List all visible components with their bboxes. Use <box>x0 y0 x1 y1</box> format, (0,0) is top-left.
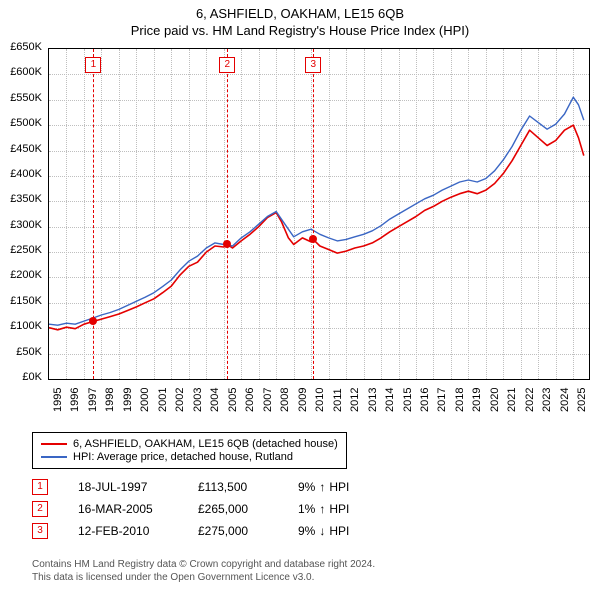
sale-marker-dot <box>223 240 231 248</box>
legend-row-property: 6, ASHFIELD, OAKHAM, LE15 6QB (detached … <box>41 438 338 450</box>
title-subtitle: Price paid vs. HM Land Registry's House … <box>0 23 600 40</box>
legend-label-hpi: HPI: Average price, detached house, Rutl… <box>73 451 293 463</box>
x-axis-label: 2020 <box>489 388 501 412</box>
sale-row-badge: 2 <box>32 501 48 517</box>
series-hpi <box>49 97 584 325</box>
title-address: 6, ASHFIELD, OAKHAM, LE15 6QB <box>0 6 600 23</box>
x-axis-label: 2013 <box>367 388 379 412</box>
sale-row-pct: 9% <box>298 480 315 494</box>
sale-row-vs: HPI <box>329 480 349 494</box>
chart-area: 1 2 3 £0K £50K £100K £150K £200K £250K £300K £350K… <box>0 42 600 430</box>
y-axis-label: £450K <box>0 143 42 155</box>
x-axis-label: 1999 <box>122 388 134 412</box>
sale-row-price: £275,000 <box>198 524 298 538</box>
sale-row-badge: 1 <box>32 479 48 495</box>
sale-marker-dot <box>89 317 97 325</box>
x-axis-label: 2011 <box>332 388 344 412</box>
arrow-icon: ↓ <box>319 524 325 538</box>
x-axis-label: 2007 <box>262 388 274 412</box>
y-axis-label: £350K <box>0 193 42 205</box>
x-axis-label: 2019 <box>471 388 483 412</box>
chart-container: { "title_address": "6, ASHFIELD, OAKHAM,… <box>0 0 600 590</box>
series-property <box>49 125 584 330</box>
legend-swatch-property <box>41 443 67 445</box>
legend-label-property: 6, ASHFIELD, OAKHAM, LE15 6QB (detached … <box>73 438 338 450</box>
line-series-svg <box>49 49 589 379</box>
x-axis-label: 2003 <box>192 388 204 412</box>
legend-row-hpi: HPI: Average price, detached house, Rutl… <box>41 451 338 463</box>
sale-marker-badge: 3 <box>305 57 321 73</box>
arrow-icon: ↑ <box>319 502 325 516</box>
sale-marker-badge: 2 <box>219 57 235 73</box>
x-axis-label: 2016 <box>419 388 431 412</box>
x-axis-label: 2008 <box>279 388 291 412</box>
sale-row-date: 18-JUL-1997 <box>78 480 198 494</box>
x-axis-label: 2024 <box>559 388 571 412</box>
titles: 6, ASHFIELD, OAKHAM, LE15 6QB Price paid… <box>0 0 600 40</box>
x-axis-label: 1998 <box>104 388 116 412</box>
y-axis-label: £200K <box>0 269 42 281</box>
x-axis-label: 2023 <box>541 388 553 412</box>
footer-attribution: Contains HM Land Registry data © Crown c… <box>32 559 375 584</box>
y-axis-label: £550K <box>0 92 42 104</box>
y-axis-label: £500K <box>0 117 42 129</box>
y-axis-label: £400K <box>0 168 42 180</box>
x-axis-label: 2012 <box>349 388 361 412</box>
sale-row-diff: 9% ↑ HPI <box>298 480 388 494</box>
sale-row-date: 12-FEB-2010 <box>78 524 198 538</box>
sale-marker-line <box>93 49 94 379</box>
sale-row: 1 18-JUL-1997£113,5009% ↑ HPI <box>32 476 388 498</box>
sale-row-badge: 3 <box>32 523 48 539</box>
sale-marker-line <box>313 49 314 379</box>
x-axis-label: 2018 <box>454 388 466 412</box>
y-axis-label: £250K <box>0 244 42 256</box>
y-axis-label: £600K <box>0 66 42 78</box>
sale-row-vs: HPI <box>329 502 349 516</box>
y-axis-label: £100K <box>0 320 42 332</box>
y-axis-label: £300K <box>0 219 42 231</box>
x-axis-label: 1996 <box>69 388 81 412</box>
legend-swatch-hpi <box>41 456 67 458</box>
footer-line2: This data is licensed under the Open Gov… <box>32 572 314 583</box>
sale-row: 3 12-FEB-2010£275,0009% ↓ HPI <box>32 520 388 542</box>
x-axis-label: 2009 <box>297 388 309 412</box>
x-axis-label: 2005 <box>227 388 239 412</box>
x-axis-label: 2002 <box>174 388 186 412</box>
x-axis-label: 2001 <box>157 388 169 412</box>
x-axis-label: 2021 <box>506 388 518 412</box>
sale-row-pct: 9% <box>298 524 315 538</box>
legend-box: 6, ASHFIELD, OAKHAM, LE15 6QB (detached … <box>32 432 347 469</box>
x-axis-label: 2000 <box>139 388 151 412</box>
sale-row-vs: HPI <box>329 524 349 538</box>
y-axis-label: £150K <box>0 295 42 307</box>
sale-row-diff: 1% ↑ HPI <box>298 502 388 516</box>
x-axis-label: 2014 <box>384 388 396 412</box>
footer-line1: Contains HM Land Registry data © Crown c… <box>32 559 375 570</box>
sale-row-price: £113,500 <box>198 480 298 494</box>
sale-row-diff: 9% ↓ HPI <box>298 524 388 538</box>
x-axis-label: 2022 <box>524 388 536 412</box>
sale-row: 2 16-MAR-2005£265,0001% ↑ HPI <box>32 498 388 520</box>
x-axis-label: 2006 <box>244 388 256 412</box>
sales-table: 118-JUL-1997£113,5009%↑HPI216-MAR-2005£2… <box>32 476 388 542</box>
arrow-icon: ↑ <box>319 480 325 494</box>
y-axis-label: £0K <box>0 371 42 383</box>
plot-box: 1 2 3 <box>48 48 590 380</box>
x-axis-label: 1997 <box>87 388 99 412</box>
sale-marker-line <box>227 49 228 379</box>
x-axis-label: 1995 <box>52 388 64 412</box>
y-axis-label: £50K <box>0 346 42 358</box>
x-axis-label: 2004 <box>209 388 221 412</box>
sale-marker-dot <box>309 235 317 243</box>
sale-row-date: 16-MAR-2005 <box>78 502 198 516</box>
x-axis-label: 2015 <box>402 388 414 412</box>
y-axis-label: £650K <box>0 41 42 53</box>
sale-marker-badge: 1 <box>85 57 101 73</box>
x-axis-label: 2025 <box>576 388 588 412</box>
sale-row-price: £265,000 <box>198 502 298 516</box>
x-axis-label: 2010 <box>314 388 326 412</box>
sale-row-pct: 1% <box>298 502 315 516</box>
x-axis-label: 2017 <box>436 388 448 412</box>
